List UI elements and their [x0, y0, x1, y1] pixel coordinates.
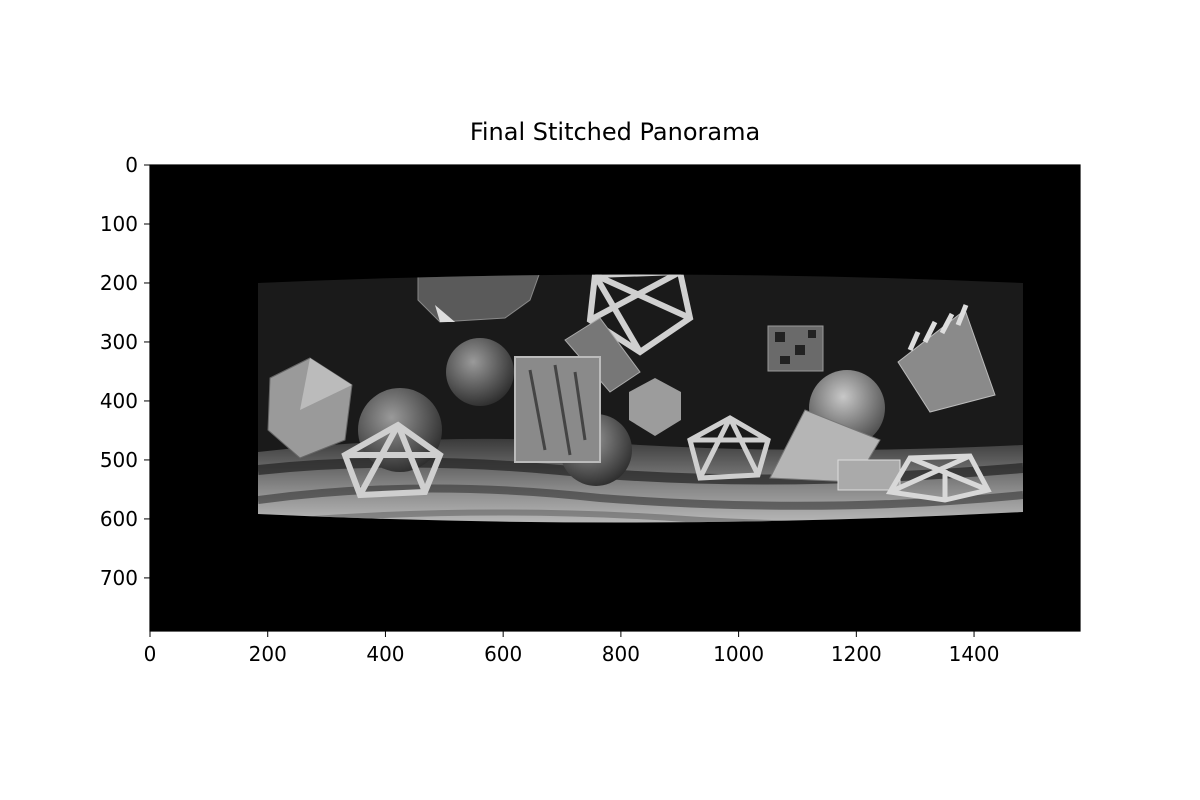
x-tick-label: 600: [484, 642, 522, 666]
wireframe-lower-left: [341, 421, 444, 499]
wireframe-lower-center: [687, 415, 771, 481]
x-tick-label: 1200: [831, 642, 882, 666]
y-tick-label: 300: [100, 330, 138, 354]
x-tick-label: 400: [366, 642, 404, 666]
panorama-scene: [258, 274, 1023, 523]
axes-frame: [149, 164, 1081, 632]
y-tick-label: 0: [125, 153, 138, 177]
polyhedron-top-left: [417, 274, 541, 323]
hexagon-shape: [629, 378, 681, 436]
x-tick-label: 1000: [713, 642, 764, 666]
y-tick-label: 500: [100, 448, 138, 472]
sphere-dark: [446, 338, 514, 406]
slab-right: [837, 459, 901, 491]
y-tick-label: 600: [100, 507, 138, 531]
y-axis: 0 100 200 300 400 500 600 700: [100, 153, 150, 590]
x-tick-label: 200: [249, 642, 287, 666]
y-tick-label: 400: [100, 389, 138, 413]
polyhedron-highlight: [435, 305, 455, 322]
ground-shadow-2: [258, 484, 1023, 510]
figure-title: Final Stitched Panorama: [469, 118, 761, 146]
checker-pattern: [775, 330, 816, 364]
y-tick-label: 100: [100, 212, 138, 236]
x-tick-label: 0: [144, 642, 157, 666]
x-axis: 0 200 400 600 800 1000 1200 1400: [144, 631, 1000, 666]
x-tick-label: 800: [602, 642, 640, 666]
pillar-texture: [528, 364, 587, 456]
y-tick-label: 200: [100, 271, 138, 295]
y-tick-label: 700: [100, 566, 138, 590]
x-tick-label: 1400: [949, 642, 1000, 666]
wireframe-top-center: [586, 274, 694, 356]
wireframe-lower-right: [885, 453, 992, 503]
icosahedron-facet: [300, 358, 352, 410]
brick-stripes: [907, 304, 969, 352]
